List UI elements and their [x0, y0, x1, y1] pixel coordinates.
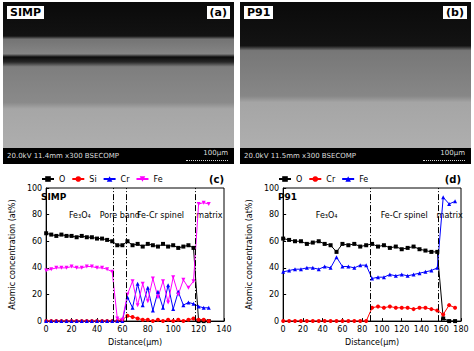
- svg-text:matrix: matrix: [196, 211, 222, 220]
- svg-text:20: 20: [269, 290, 279, 299]
- svg-text:80: 80: [143, 325, 153, 334]
- svg-text:0: 0: [281, 325, 286, 334]
- svg-text:Fe₃O₄: Fe₃O₄: [69, 211, 91, 220]
- svg-text:(d): (d): [445, 174, 461, 185]
- svg-text:120: 120: [191, 325, 206, 334]
- svg-text:0: 0: [44, 325, 49, 334]
- svg-text:0: 0: [274, 317, 279, 326]
- svg-text:80: 80: [269, 210, 279, 219]
- svg-text:180: 180: [453, 325, 468, 334]
- svg-text:60: 60: [32, 237, 42, 246]
- svg-text:80: 80: [32, 210, 42, 219]
- svg-text:O: O: [59, 175, 65, 184]
- svg-text:Fe-Cr spinel: Fe-Cr spinel: [381, 211, 428, 220]
- svg-text:Fe₃O₄: Fe₃O₄: [316, 211, 338, 220]
- svg-text:Distance(μm): Distance(μm): [345, 338, 399, 347]
- html-text:20.0kV 11.5mm x300 BSECOMP: 20.0kV 11.5mm x300 BSECOMP: [244, 152, 356, 160]
- svg-text:20: 20: [298, 325, 308, 334]
- svg-text:Distance(μm): Distance(μm): [108, 338, 162, 347]
- svg-text:Atomic concentration (at%): Atomic concentration (at%): [8, 199, 17, 309]
- html-text:20.0kV 11.4mm x300 BSECOMP: 20.0kV 11.4mm x300 BSECOMP: [7, 152, 119, 160]
- svg-text:20: 20: [66, 325, 76, 334]
- svg-text:Atomic concentration (at%): Atomic concentration (at%): [245, 199, 254, 309]
- html-text:100μm: 100μm: [440, 149, 465, 157]
- svg-text:Fe: Fe: [153, 175, 162, 184]
- svg-text:100: 100: [374, 325, 389, 334]
- svg-text:20: 20: [32, 290, 42, 299]
- svg-text:Si: Si: [89, 175, 96, 184]
- svg-text:40: 40: [32, 263, 42, 272]
- html-text:P91: P91: [247, 6, 271, 19]
- svg-text:40: 40: [318, 325, 328, 334]
- html-text:(a): (a): [209, 6, 227, 19]
- svg-text:60: 60: [337, 325, 347, 334]
- svg-text:(c): (c): [209, 174, 224, 185]
- html-text:100μm: 100μm: [203, 149, 228, 157]
- html-text:(b): (b): [446, 6, 464, 19]
- svg-text:P91: P91: [278, 192, 297, 202]
- svg-text:Cr: Cr: [326, 175, 336, 184]
- svg-text:140: 140: [414, 325, 429, 334]
- svg-text:140: 140: [216, 325, 231, 334]
- html-text:SIMP: SIMP: [10, 6, 41, 19]
- svg-text:Cr: Cr: [121, 175, 131, 184]
- svg-text:160: 160: [434, 325, 449, 334]
- svg-text:100: 100: [166, 325, 181, 334]
- svg-text:40: 40: [269, 263, 279, 272]
- svg-text:SIMP: SIMP: [41, 192, 67, 202]
- svg-text:Fe: Fe: [359, 175, 368, 184]
- svg-text:100: 100: [264, 184, 279, 193]
- svg-text:0: 0: [37, 317, 42, 326]
- svg-text:Pore band: Pore band: [100, 211, 140, 220]
- svg-text:O: O: [296, 175, 302, 184]
- svg-text:60: 60: [269, 237, 279, 246]
- svg-text:120: 120: [394, 325, 409, 334]
- svg-text:60: 60: [117, 325, 127, 334]
- svg-text:40: 40: [92, 325, 102, 334]
- svg-text:80: 80: [357, 325, 367, 334]
- svg-text:100: 100: [27, 184, 42, 193]
- svg-text:matrix: matrix: [437, 211, 463, 220]
- svg-text:Fe-Cr spinel: Fe-Cr spinel: [137, 211, 184, 220]
